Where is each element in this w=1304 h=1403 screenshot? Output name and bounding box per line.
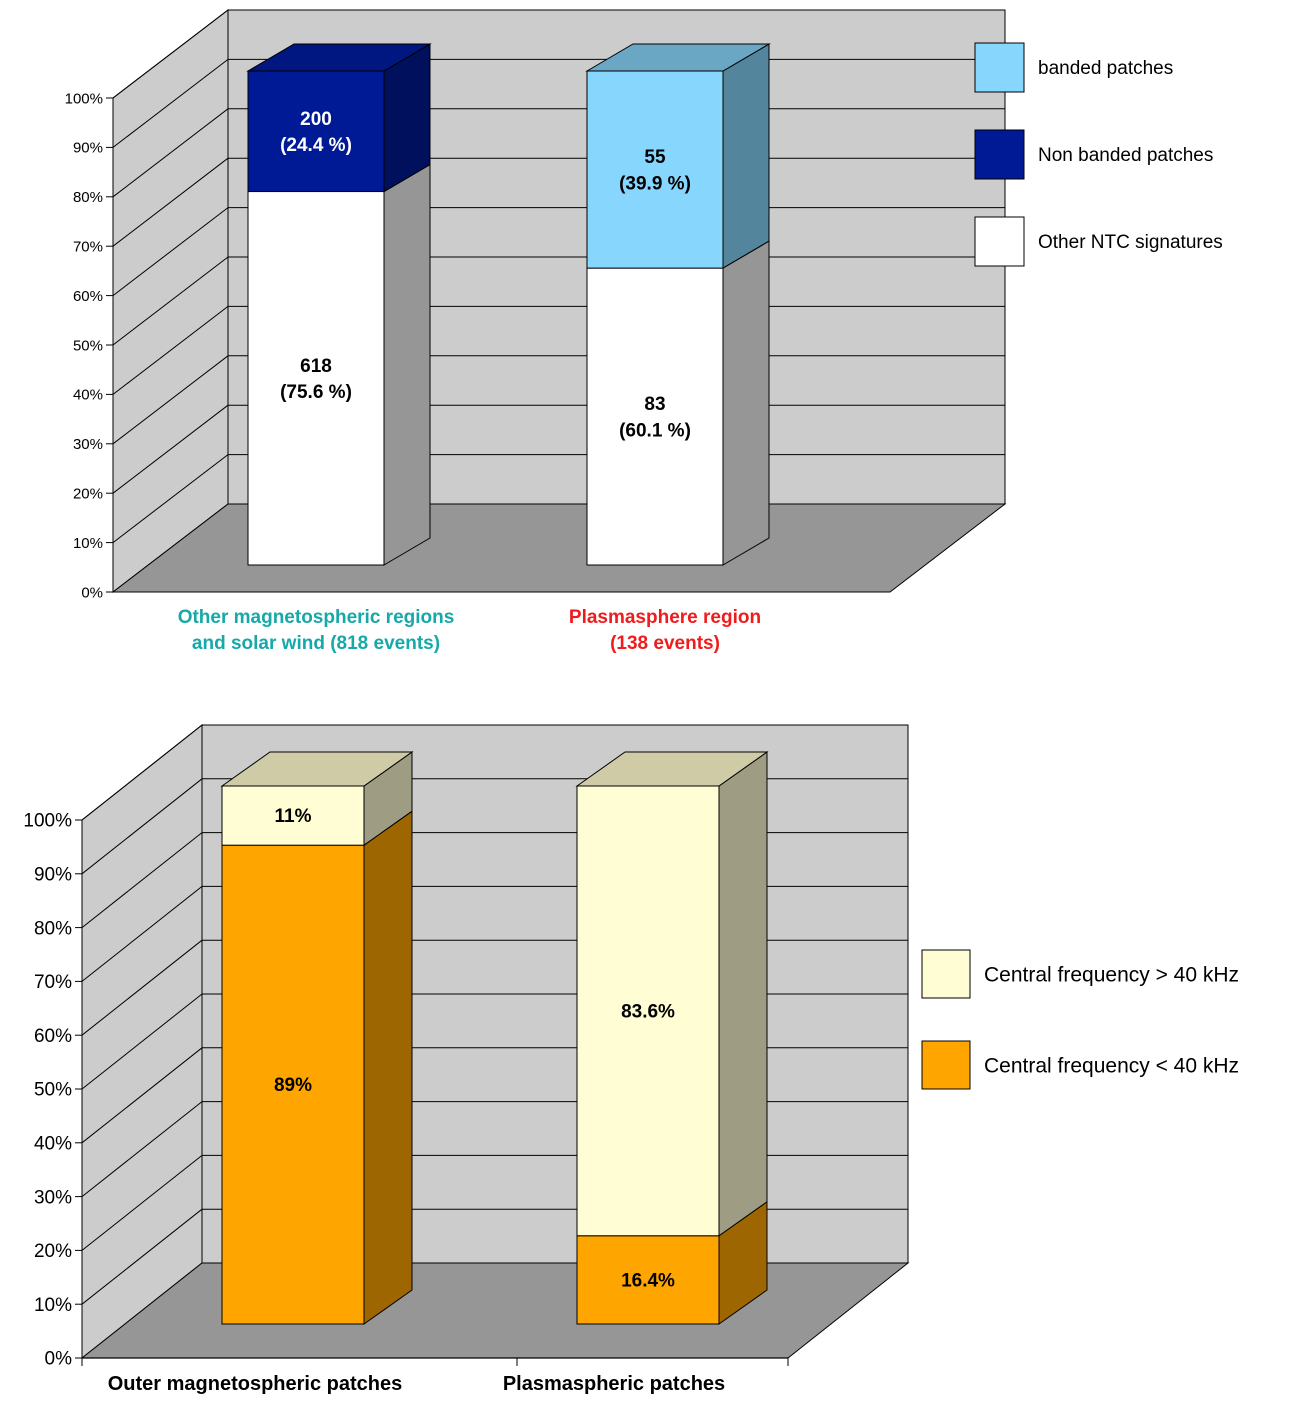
y-tick-label: 40% [73,387,103,404]
category-label: Other magnetospheric regions [178,607,455,628]
chart-top: 0% 10% 20% 30% 40% 50% 60% 70% 80% 90% 100% 618 (75.… [65,8,1223,654]
y-tick-label: 0% [81,584,103,601]
y-tick-label: 30% [34,1187,72,1208]
y-tick-label: 80% [73,189,103,206]
data-label: (24.4 %) [280,135,352,156]
data-label: 16.4% [621,1271,675,1292]
y-tick-label: 90% [73,140,103,157]
y-tick-label: 70% [73,238,103,255]
y-tick-label: 20% [34,1241,72,1262]
bar-segment [247,70,385,193]
grid-line-side [81,724,203,821]
y-tick-label: 10% [73,535,103,552]
y-tick-label: 70% [34,972,72,993]
grid-line-side [81,993,203,1090]
data-label: (75.6 %) [280,382,352,403]
bar-segment [586,70,724,269]
grid-line-side [81,1208,203,1305]
data-label: (60.1 %) [619,420,691,441]
bar-side [363,810,413,1325]
grid-line-side [112,306,229,395]
legend-label: Non banded patches [1038,145,1213,166]
data-label: 11% [275,806,312,827]
floor [111,503,1007,593]
data-label: 55 [644,147,666,168]
legend-label: Central frequency > 40 kHz [984,963,1239,986]
grid-line-side [112,59,229,148]
bar-top [246,43,432,72]
legend-swatch [921,1040,971,1090]
grid-line-side [81,832,203,928]
grid-line-side [112,355,229,445]
y-tick-label: 50% [73,337,103,354]
grid-line-side [81,778,203,875]
data-label: (39.9 %) [619,173,691,194]
grid-line-side [81,886,203,982]
data-label: 200 [300,109,332,130]
grid-line-side [112,256,229,346]
bar-side [722,240,770,566]
legend-swatch [974,216,1025,267]
y-tick-label: 20% [73,485,103,502]
y-tick-label: 10% [34,1295,72,1316]
y-tick-label: 60% [73,288,103,305]
category-label: Outer magnetospheric patches [108,1373,403,1395]
legend-swatch [974,42,1025,93]
grid-line-side [112,157,229,247]
grid-line-side [81,1155,203,1251]
bar-segment [247,191,385,566]
y-tick-label: 30% [73,436,103,453]
data-label: 618 [300,356,332,377]
grid-line-side [81,1101,203,1197]
bar-side [722,43,770,269]
data-label: 83 [644,394,665,415]
category-label: Plasmaspheric patches [503,1373,725,1395]
y-tick-label: 80% [34,918,72,939]
grid-line-side [112,454,229,543]
grid-line-side [112,9,229,99]
grid-line-side [112,207,229,296]
bar-segment [221,785,365,846]
y-tick-label: 50% [34,1080,72,1101]
bar-segment [221,844,365,1325]
category-label: (138 events) [610,633,720,654]
data-label: 89% [274,1075,312,1096]
grid-line-side [81,939,203,1036]
bar-top [220,751,414,787]
legend-label: banded patches [1038,58,1173,79]
legend-label: Other NTC signatures [1038,232,1223,253]
bar-segment [576,1235,720,1325]
bar-side [383,163,431,566]
bar-top [575,751,769,787]
floor [80,1262,910,1359]
bar-segment [586,267,724,566]
chart-bottom: 0% 10% 20% 30% 40% 50% 60% 70% 80% 90% 100% 89% 11% O… [23,723,1239,1395]
y-tick-label: 0% [45,1349,73,1370]
bar-side [718,751,768,1237]
y-tick-label: 40% [34,1133,72,1154]
category-label: and solar wind (818 events) [192,633,440,654]
y-tick-label: 100% [65,90,103,107]
y-tick-label: 90% [34,864,72,885]
grid-line-side [112,404,229,494]
grid-line-side [81,1047,203,1144]
y-tick-label: 100% [23,811,72,832]
legend-swatch [921,949,971,999]
category-label: Plasmasphere region [569,607,761,628]
bar-top [585,43,771,72]
grid-line-side [112,108,229,198]
data-label: 83.6% [621,1002,675,1023]
legend-swatch [974,129,1025,180]
legend-label: Central frequency < 40 kHz [984,1054,1239,1077]
y-tick-label: 60% [34,1026,72,1047]
bar-segment [576,785,720,1237]
